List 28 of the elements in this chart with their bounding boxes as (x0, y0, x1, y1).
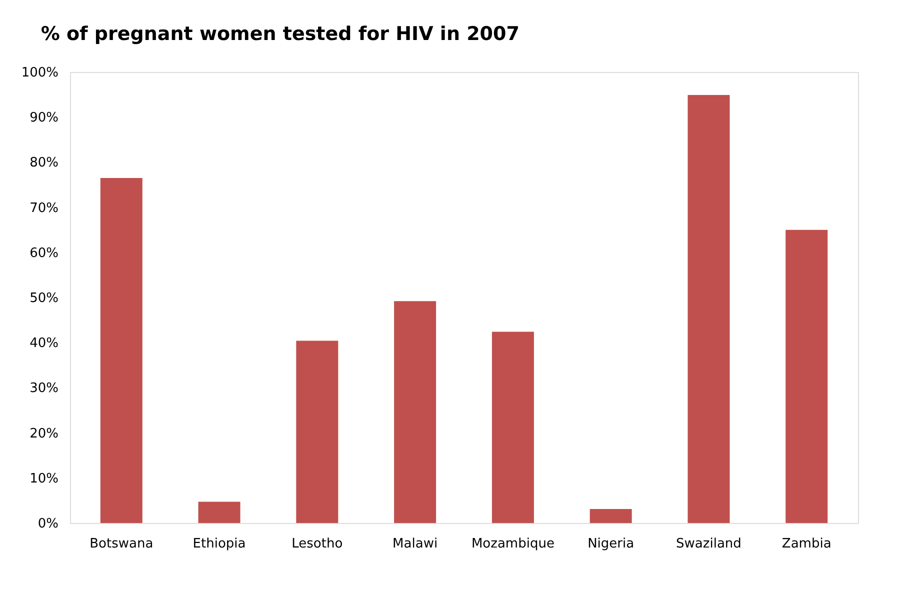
y-tick-label: 10% (30, 471, 58, 486)
y-tick-label: 80% (30, 156, 58, 171)
y-tick-label: 20% (30, 426, 58, 442)
x-tick-label: Nigeria (588, 536, 634, 552)
x-tick-label: Mozambique (471, 536, 554, 552)
bar (198, 502, 240, 523)
y-tick-label: 30% (30, 381, 58, 396)
y-tick-label: 100% (21, 66, 58, 80)
x-tick-label: Swaziland (676, 536, 742, 552)
y-tick-label: 90% (30, 110, 58, 126)
y-tick-label: 50% (30, 291, 58, 306)
y-tick-label: 0% (38, 516, 58, 532)
x-tick-label: Lesotho (292, 536, 343, 552)
x-tick-label: Ethiopia (192, 536, 246, 552)
bar (786, 230, 828, 523)
y-tick-label: 70% (30, 200, 58, 216)
chart-title: % of pregnant women tested for HIV in 2007 (40, 23, 520, 45)
bar (296, 340, 338, 523)
x-tick-label: Zambia (782, 536, 832, 552)
y-tick-label: 60% (30, 246, 58, 261)
x-tick-label: Malawi (392, 536, 438, 552)
y-tick-label: 40% (30, 336, 58, 352)
bar (492, 332, 534, 523)
bar (394, 301, 436, 523)
bar (688, 95, 730, 523)
bar (590, 509, 632, 523)
bar (100, 178, 142, 523)
x-tick-label: Botswana (90, 536, 154, 552)
